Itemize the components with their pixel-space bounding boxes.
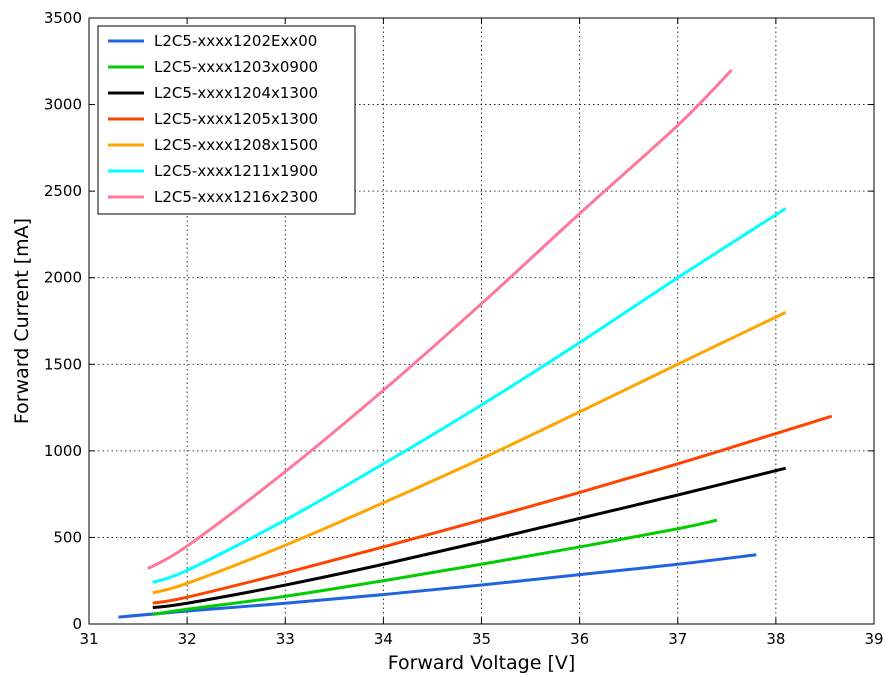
legend-label: L2C5-xxxx1204x1300 [154, 84, 318, 102]
legend: L2C5-xxxx1202Exx00 L2C5-xxxx1203x0900 L2C5… [97, 25, 356, 215]
y-tick-label: 3000 [44, 96, 82, 114]
legend-label: L2C5-xxxx1216x2300 [154, 188, 318, 206]
series-line-2 [152, 518, 718, 616]
axis-ticks: 31 32 33 34 35 36 37 38 39 0 500 1000 1500 2000 2500 30… [44, 9, 884, 648]
x-tick-label: 36 [570, 630, 589, 648]
x-tick-label: 39 [864, 630, 883, 648]
x-tick-label: 31 [79, 630, 98, 648]
x-tick-label: 38 [766, 630, 785, 648]
legend-label: L2C5-xxxx1205x1300 [154, 110, 318, 128]
series-line-7 [147, 68, 733, 570]
x-tick-label: 33 [276, 630, 295, 648]
y-tick-label: 2500 [44, 182, 82, 200]
x-axis-label: Forward Voltage [V] [388, 652, 576, 674]
legend-label: L2C5-xxxx1208x1500 [154, 136, 318, 154]
x-tick-label: 37 [668, 630, 687, 648]
x-tick-label: 34 [374, 630, 393, 648]
y-tick-label: 3500 [44, 9, 82, 27]
y-tick-label: 0 [72, 615, 82, 633]
series-line-6 [152, 207, 787, 584]
legend-label: L2C5-xxxx1203x0900 [154, 58, 318, 76]
series-line-1 [118, 553, 757, 619]
series-lines [118, 68, 833, 619]
x-tick-label: 32 [178, 630, 197, 648]
y-axis-label: Forward Current [mA] [11, 218, 33, 424]
y-tick-label: 1500 [44, 355, 82, 373]
legend-label: L2C5-xxxx1211x1900 [154, 162, 318, 180]
x-tick-label: 35 [472, 630, 491, 648]
series-line-3 [152, 466, 787, 610]
series-line-4 [152, 414, 833, 605]
series-line-5 [152, 310, 787, 595]
y-tick-label: 2000 [44, 269, 82, 287]
y-tick-label: 1000 [44, 442, 82, 460]
y-tick-label: 500 [53, 528, 82, 546]
legend-label: L2C5-xxxx1202Exx00 [154, 32, 317, 50]
